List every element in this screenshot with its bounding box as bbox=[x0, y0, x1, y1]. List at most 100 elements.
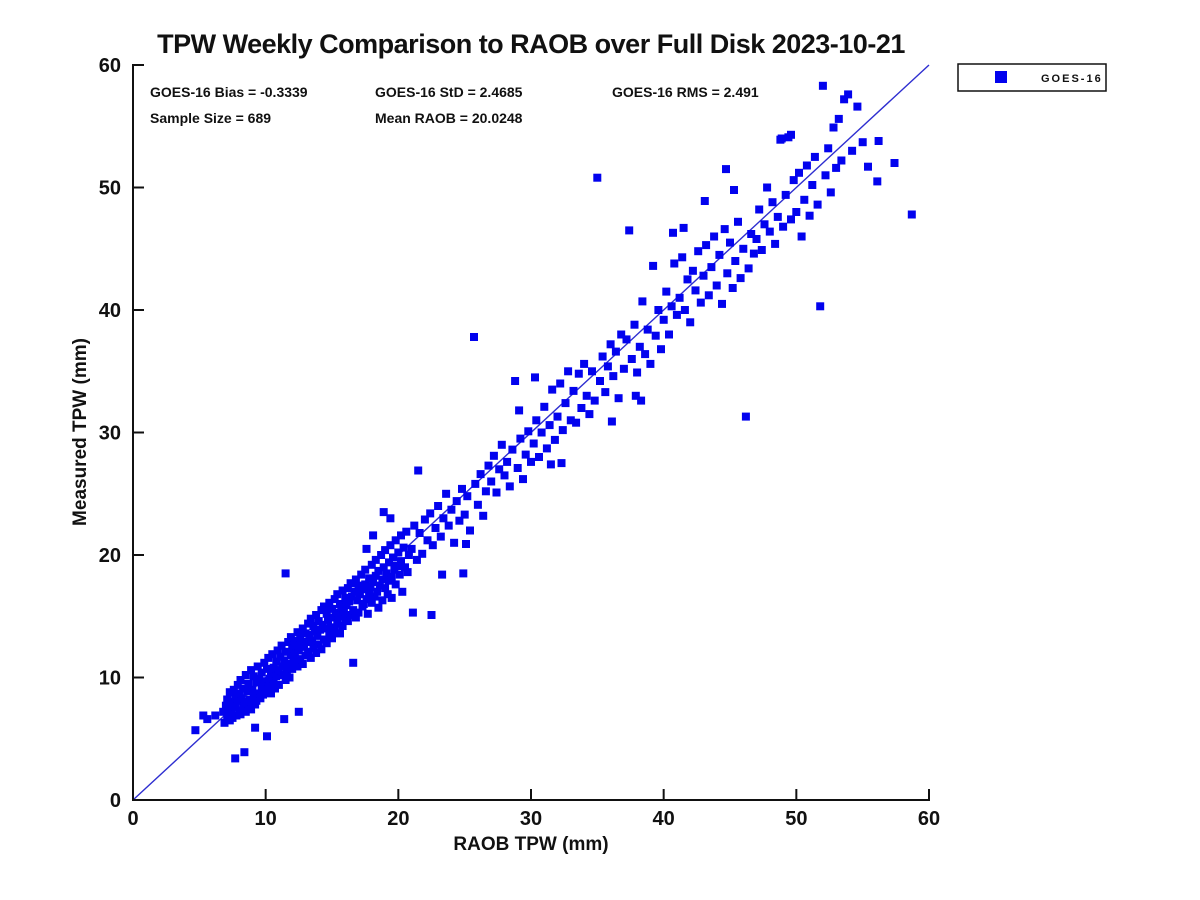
scatter-point bbox=[333, 619, 342, 628]
scatter-point bbox=[771, 239, 780, 248]
scatter-point bbox=[603, 362, 612, 371]
scatter-point bbox=[631, 391, 640, 400]
scatter-point bbox=[294, 707, 303, 716]
scatter-point bbox=[744, 264, 753, 273]
scatter-point bbox=[321, 624, 330, 633]
x-tick-label: 50 bbox=[785, 808, 807, 830]
scatter-point bbox=[564, 367, 573, 376]
scatter-point bbox=[789, 176, 798, 185]
scatter-point bbox=[550, 435, 559, 444]
scatter-point bbox=[537, 428, 546, 437]
scatter-point bbox=[354, 608, 363, 617]
y-tick-label: 10 bbox=[99, 668, 121, 690]
scatter-point bbox=[439, 514, 448, 523]
scatter-point bbox=[314, 640, 323, 649]
scatter-point bbox=[367, 560, 376, 569]
scatter-point bbox=[322, 609, 331, 618]
scatter-point bbox=[274, 680, 283, 689]
scatter-point bbox=[787, 130, 795, 139]
scatter-point bbox=[269, 663, 278, 672]
scatter-point bbox=[284, 660, 293, 668]
scatter-point bbox=[353, 596, 362, 605]
scatter-point bbox=[779, 222, 788, 231]
scatter-point bbox=[330, 595, 339, 604]
scatter-point bbox=[306, 614, 315, 623]
scatter-point bbox=[622, 335, 631, 344]
scatter-point bbox=[255, 674, 263, 683]
scatter-point bbox=[282, 667, 291, 676]
scatter-point bbox=[710, 232, 719, 241]
scatter-point bbox=[228, 698, 237, 706]
scatter-point bbox=[244, 700, 253, 709]
scatter-point bbox=[280, 715, 289, 724]
scatter-point bbox=[349, 606, 358, 615]
scatter-point bbox=[662, 287, 671, 296]
scatter-point bbox=[415, 529, 424, 537]
scatter-point bbox=[840, 95, 849, 104]
scatter-point bbox=[374, 603, 383, 612]
scatter-point bbox=[350, 587, 359, 596]
scatter-point bbox=[236, 676, 245, 684]
scatter-point bbox=[247, 705, 256, 714]
scatter-point bbox=[436, 532, 445, 541]
chart-title: TPW Weekly Comparison to RAOB over Full … bbox=[157, 29, 905, 59]
scatter-point bbox=[704, 291, 713, 300]
scatter-point bbox=[231, 754, 240, 763]
scatter-point bbox=[765, 227, 774, 236]
scatter-point bbox=[844, 90, 853, 99]
scatter-point bbox=[574, 369, 583, 378]
scatter-point bbox=[489, 451, 498, 460]
scatter-point bbox=[308, 636, 317, 645]
scatter-point bbox=[800, 195, 809, 204]
scatter-point bbox=[447, 505, 456, 514]
scatter-point bbox=[378, 575, 387, 584]
scatter-point bbox=[659, 315, 668, 324]
scatter-point bbox=[588, 367, 596, 376]
scatter-point bbox=[723, 269, 732, 278]
scatter-point bbox=[728, 284, 737, 292]
scatter-point bbox=[220, 718, 229, 727]
scatter-point bbox=[343, 617, 352, 626]
scatter-point bbox=[309, 644, 318, 653]
scatter-point bbox=[391, 580, 400, 589]
scatter-point bbox=[460, 510, 469, 519]
scatter-point bbox=[397, 531, 405, 540]
scatter-point bbox=[680, 306, 689, 314]
scatter-point bbox=[278, 662, 287, 671]
scatter-point bbox=[329, 613, 338, 622]
scatter-point bbox=[556, 379, 565, 388]
x-tick-label: 40 bbox=[653, 808, 675, 830]
scatter-point bbox=[585, 410, 594, 419]
scatter-point bbox=[351, 613, 360, 622]
legend-marker-square-icon bbox=[995, 71, 1007, 83]
scatter-point bbox=[553, 412, 562, 421]
scatter-point bbox=[260, 677, 269, 686]
scatter-point bbox=[730, 186, 738, 194]
scatter-point bbox=[529, 439, 538, 448]
scatter-point bbox=[577, 404, 586, 412]
scatter-point bbox=[873, 177, 882, 186]
scatter-point bbox=[312, 649, 321, 657]
scatter-point bbox=[426, 509, 435, 518]
scatter-point bbox=[267, 669, 275, 678]
scatter-point bbox=[387, 593, 396, 602]
scatter-point bbox=[643, 325, 652, 334]
scatter-point bbox=[832, 163, 841, 172]
scatter-point bbox=[484, 461, 493, 470]
scatter-point bbox=[386, 541, 395, 550]
scatter-point bbox=[821, 171, 830, 180]
scatter-point bbox=[455, 516, 464, 525]
scatter-point bbox=[386, 514, 395, 523]
scatter-point bbox=[371, 571, 380, 580]
scatter-point bbox=[391, 536, 400, 545]
scatter-point bbox=[379, 563, 388, 572]
scatter-point bbox=[511, 377, 520, 385]
scatter-point bbox=[298, 624, 307, 633]
stat-std: GOES-16 StD = 2.4685 bbox=[375, 84, 523, 100]
scatter-point bbox=[545, 421, 554, 430]
scatter-point bbox=[739, 244, 748, 253]
scatter-point bbox=[272, 672, 281, 681]
scatter-point bbox=[651, 331, 660, 340]
scatter-point bbox=[394, 548, 403, 557]
scatter-point bbox=[377, 551, 386, 559]
